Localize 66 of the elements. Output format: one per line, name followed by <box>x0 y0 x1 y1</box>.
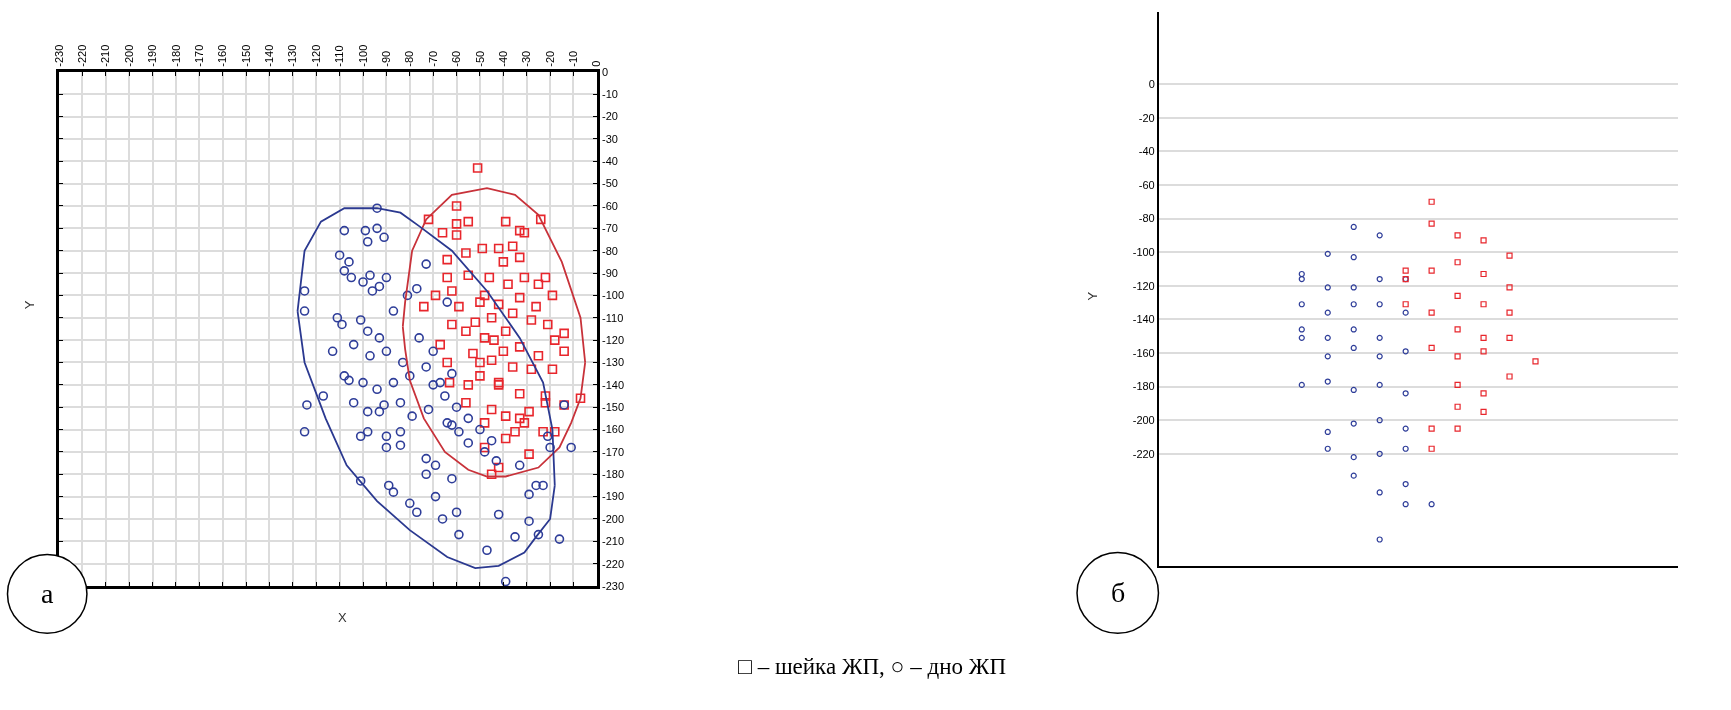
y-tick-label: -140 <box>1132 313 1155 326</box>
x-tick-label: -180 <box>169 44 182 67</box>
y-tick-label: -170 <box>602 445 625 458</box>
x-tick-label: -70 <box>426 50 439 67</box>
y-tick-label: -60 <box>1138 178 1155 191</box>
y-tick-label: -200 <box>1132 414 1155 427</box>
text: б <box>1111 577 1126 608</box>
x-axis-title: X <box>338 610 347 625</box>
y-tick-label: -40 <box>602 155 618 168</box>
text: а <box>41 578 54 609</box>
y-tick-label: -130 <box>602 356 625 369</box>
y-tick-label: -160 <box>602 423 625 436</box>
y-tick-label: -40 <box>1138 145 1155 158</box>
y-tick-label: -30 <box>602 132 618 145</box>
x-tick-label: -20 <box>543 50 556 67</box>
x-tick-label: 0 <box>590 60 603 67</box>
y-tick-label: 0 <box>1148 78 1155 90</box>
y-tick-label: -20 <box>602 110 618 123</box>
y-tick-label: -80 <box>602 244 618 257</box>
x-tick-label: -190 <box>146 44 159 67</box>
y-tick-label: -80 <box>1138 212 1155 225</box>
y-axis-title: Y <box>1085 291 1101 301</box>
y-tick-label: -110 <box>602 311 624 324</box>
x-tick-label: -50 <box>473 50 486 67</box>
x-tick-label: -100 <box>356 44 369 67</box>
y-tick-label: -70 <box>602 222 618 235</box>
text: □ – шейка ЖП, ○ – дно ЖП <box>738 654 1006 679</box>
x-tick-label: -170 <box>192 44 205 67</box>
x-tick-label: -220 <box>75 44 88 67</box>
x-tick-label: -90 <box>379 50 392 67</box>
x-tick-label: -130 <box>286 44 299 67</box>
y-tick-label: -20 <box>1138 111 1155 124</box>
x-tick-label: -230 <box>52 44 65 67</box>
y-tick-label: -220 <box>602 557 625 570</box>
x-tick-label: -110 <box>333 45 346 67</box>
y-tick-label: -210 <box>602 535 625 548</box>
y-tick-label: -100 <box>1132 246 1155 259</box>
y-tick-label: -190 <box>602 490 625 503</box>
y-tick-label: -160 <box>1132 346 1155 359</box>
x-tick-label: -200 <box>122 44 135 67</box>
y-tick-label: -200 <box>602 512 625 525</box>
x-tick-label: -140 <box>263 44 276 67</box>
x-tick-label: -30 <box>520 50 533 67</box>
y-tick-label: -120 <box>1132 279 1155 292</box>
y-tick-label: -60 <box>602 199 618 212</box>
x-tick-label: -80 <box>403 50 416 67</box>
y-tick-label: -50 <box>602 177 618 190</box>
y-tick-label: 0 <box>602 65 609 78</box>
y-tick-label: -230 <box>602 579 625 592</box>
y-tick-label: -140 <box>602 378 625 391</box>
x-tick-label: -10 <box>567 50 580 67</box>
y-tick-label: -180 <box>602 468 625 481</box>
x-tick-label: -60 <box>450 50 463 67</box>
x-tick-label: -210 <box>99 44 112 67</box>
x-tick-label: -40 <box>496 50 509 67</box>
y-tick-label: -180 <box>1132 380 1155 393</box>
y-axis-title: Y <box>21 300 37 310</box>
y-tick-label: -150 <box>602 401 625 414</box>
y-tick-label: -120 <box>602 333 625 346</box>
y-tick-label: -10 <box>602 88 618 101</box>
y-tick-label: -90 <box>602 266 618 279</box>
y-tick-label: -100 <box>602 289 625 302</box>
x-tick-label: -120 <box>309 44 322 67</box>
x-tick-label: -160 <box>216 44 229 67</box>
x-tick-label: -150 <box>239 44 252 67</box>
y-tick-label: -220 <box>1132 447 1155 460</box>
